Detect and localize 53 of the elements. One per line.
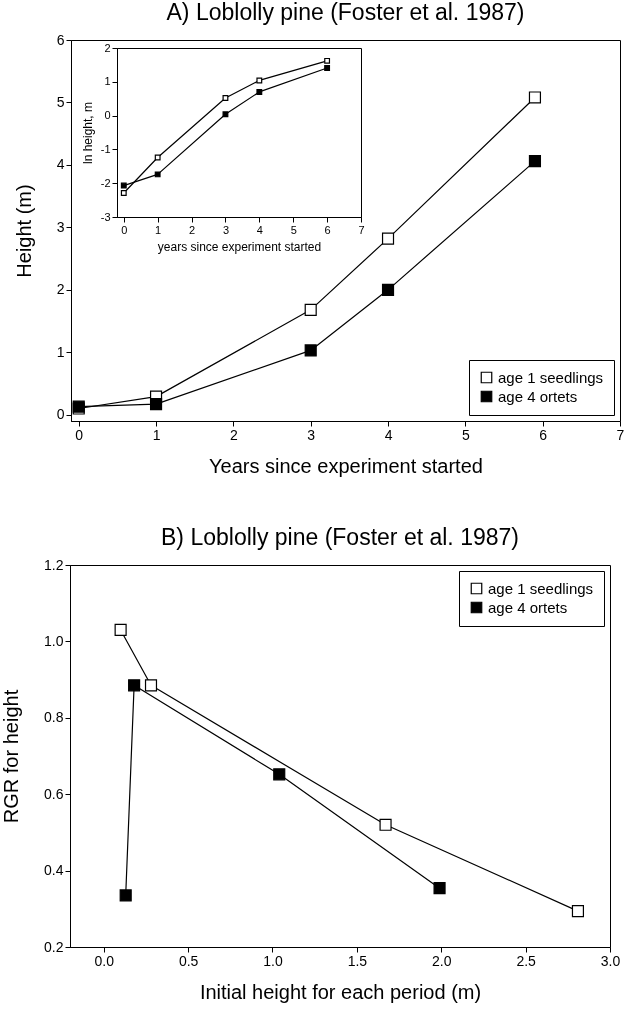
legend-label: age 1 seedlings <box>488 579 594 597</box>
x-tick-label: 3 <box>222 223 230 236</box>
x-tick-label: 0.0 <box>94 952 115 969</box>
x-tick-label: 2.0 <box>432 952 452 969</box>
legend-label: age 1 seedlings <box>498 368 604 386</box>
y-tick-label: 1 <box>56 343 65 360</box>
x-tick-label: 1.0 <box>263 952 283 969</box>
y-axis-title: Height (m) <box>12 184 35 278</box>
y-tick-label: 2 <box>56 281 65 298</box>
chart-title: B) Loblolly pine (Foster et al. 1987) <box>161 524 519 550</box>
y-tick-label: 1.0 <box>44 632 64 649</box>
x-tick-label: 4 <box>256 223 263 236</box>
x-tick-label: 6 <box>324 223 331 236</box>
y-tick-label: 4 <box>56 156 65 173</box>
y-tick-label: -2 <box>100 176 111 189</box>
y-tick-label: 1.2 <box>44 556 64 573</box>
y-tick-label: 0 <box>104 109 111 122</box>
y-tick-label: 2 <box>104 41 111 54</box>
y-tick-label: 6 <box>56 31 65 48</box>
x-tick-label: 3.0 <box>600 952 621 969</box>
x-tick-label: 0 <box>75 426 84 443</box>
y-axis-title: RGR for height <box>0 689 23 824</box>
x-axis-title: Years since experiment started <box>209 454 483 477</box>
x-tick-label: 1 <box>152 426 161 443</box>
y-axis-title: ln height, m <box>80 101 95 165</box>
x-axis-title: Initial height for each period (m) <box>199 980 482 1003</box>
x-tick-label: 6 <box>539 426 548 443</box>
y-tick-label: 0.4 <box>44 862 64 879</box>
x-tick-label: 2.5 <box>516 952 537 969</box>
x-tick-label: 5 <box>461 426 470 443</box>
x-tick-label: 3 <box>307 426 316 443</box>
chart-title: A) Loblolly pine (Foster et al. 1987) <box>166 0 525 25</box>
x-tick-label: 1 <box>155 223 162 236</box>
y-tick-label: 0.8 <box>44 709 64 726</box>
y-tick-label: -3 <box>100 210 111 223</box>
x-tick-label: 0 <box>121 223 128 236</box>
x-tick-label: 1.5 <box>347 952 368 969</box>
x-tick-label: 2 <box>229 426 238 443</box>
y-tick-label: 0 <box>56 406 65 423</box>
y-tick-label: 1 <box>104 75 111 88</box>
x-tick-label: 4 <box>384 426 393 443</box>
x-tick-label: 2 <box>188 223 196 236</box>
x-axis-title: years since experiment started <box>157 239 322 254</box>
y-tick-label: 0.6 <box>44 785 64 802</box>
x-tick-label: 5 <box>290 223 297 236</box>
y-tick-label: -1 <box>100 142 111 155</box>
legend-label: age 4 ortets <box>498 387 578 405</box>
x-tick-label: 0.5 <box>178 952 199 969</box>
y-tick-label: 0.2 <box>44 938 64 955</box>
x-tick-label: 7 <box>616 426 625 443</box>
x-tick-label: 7 <box>358 223 365 236</box>
y-tick-label: 5 <box>56 93 65 110</box>
legend-label: age 4 ortets <box>488 598 568 616</box>
